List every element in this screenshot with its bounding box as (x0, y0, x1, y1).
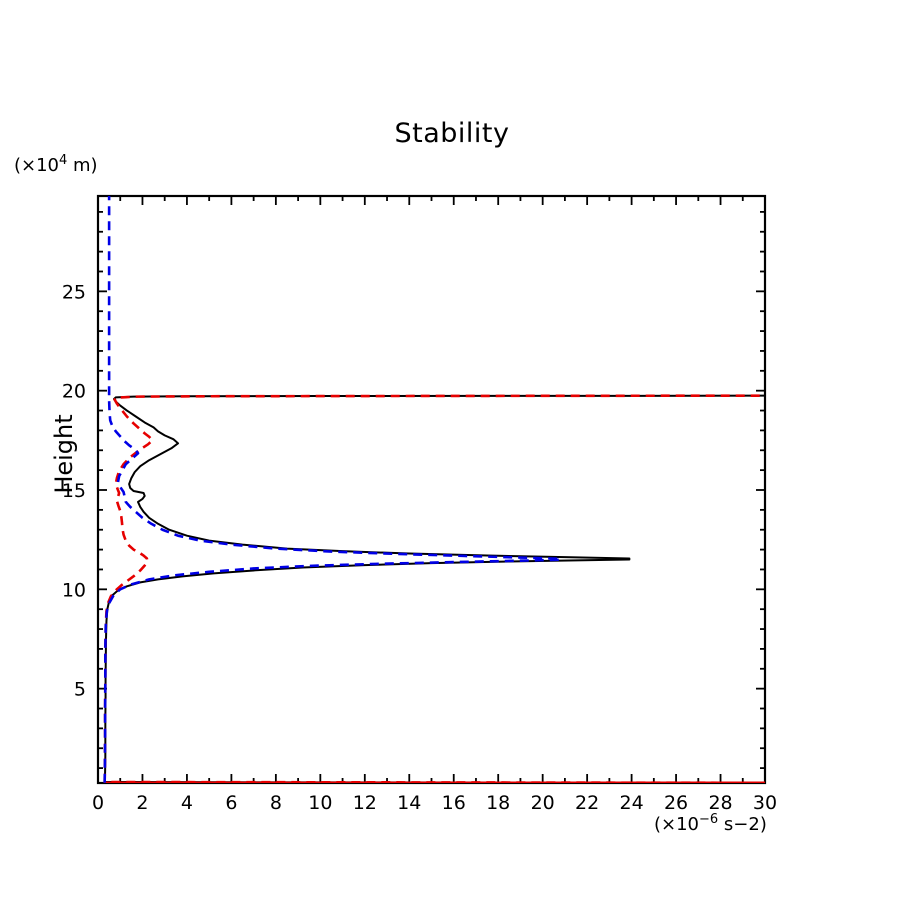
x-tick-label: 0 (92, 792, 104, 814)
x-tick-label: 20 (531, 792, 555, 814)
series-line-red-dashed (103, 394, 765, 783)
y-unit-tail: m) (67, 155, 98, 176)
series-line-black-solid (103, 394, 765, 783)
x-tick-label: 8 (270, 792, 282, 814)
y-unit-base: (×10 (14, 155, 60, 176)
page-title: Stability (394, 118, 510, 149)
x-tick-label: 2 (136, 792, 148, 814)
x-tick-label: 26 (664, 792, 688, 814)
x-tick-label: 24 (620, 792, 644, 814)
x-tick-label: 22 (575, 792, 599, 814)
x-tick-label: 4 (181, 792, 193, 814)
y-tick-label: 15 (62, 480, 86, 502)
x-tick-label: 16 (442, 792, 466, 814)
x-unit-base: (×10 (654, 814, 700, 835)
y-tick-label: 25 (62, 281, 86, 303)
y-unit-exponent: 4 (59, 153, 68, 168)
x-unit-tail: s−2) (718, 814, 767, 835)
y-tick-label: 10 (62, 579, 86, 601)
axes-frame (96, 194, 767, 785)
x-tick-label: 14 (397, 792, 421, 814)
x-tick-label: 28 (708, 792, 732, 814)
x-tick-label: 6 (225, 792, 237, 814)
data-series-group (103, 196, 765, 783)
x-tick-label: 12 (353, 792, 377, 814)
y-axis-unit-label: (×104 m) (14, 153, 98, 176)
x-tick-label: 18 (486, 792, 510, 814)
x-unit-exponent: −6 (699, 812, 719, 827)
plot-frame (96, 194, 767, 785)
y-tick-label: 5 (74, 679, 86, 701)
y-tick-label: 20 (62, 381, 86, 403)
x-axis-unit-label: (×10−6 s−2) (654, 812, 767, 835)
series-line-blue-dashed (103, 196, 562, 783)
axis-ticks (97, 196, 766, 783)
x-tick-label: 30 (753, 792, 777, 814)
x-tick-label: 10 (308, 792, 332, 814)
